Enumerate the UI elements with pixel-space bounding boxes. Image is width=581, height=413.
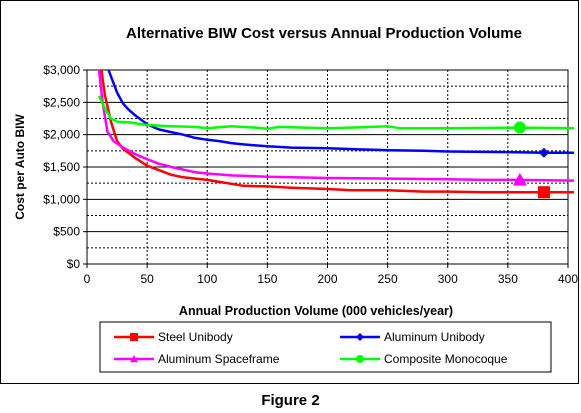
y-axis-label: Cost per Auto BIW (13, 114, 27, 220)
y-tick-label: $2,500 (43, 95, 80, 109)
legend-label: Composite Monocoque (384, 352, 508, 366)
legend-item: Aluminum Unibody (340, 330, 485, 344)
chart-title: Alternative BIW Cost versus Annual Produ… (126, 25, 522, 42)
legend-label: Aluminum Spaceframe (158, 352, 280, 366)
legend-item: Aluminum Spaceframe (114, 352, 280, 366)
y-tick-label: $2,000 (43, 128, 80, 142)
x-tick-label: 0 (84, 272, 91, 286)
legend: Steel Unibody Aluminum Unibody Aluminum Sp… (99, 321, 552, 373)
x-axis-label: Annual Production Volume (000 vehicles/y… (179, 304, 453, 318)
series-line (97, 95, 575, 131)
x-tick-label: 400 (558, 272, 578, 286)
chart-frame: Alternative BIW Cost versus Annual Produ… (0, 0, 579, 384)
x-tick-label: 150 (257, 272, 277, 286)
y-tick-label: $1,500 (43, 160, 80, 174)
legend-swatch-marker (356, 355, 364, 363)
legend-item: Steel Unibody (114, 330, 233, 344)
series-marker (513, 121, 526, 134)
series-aluminum-unibody (107, 69, 574, 158)
series-line (97, 69, 575, 182)
series-layer (97, 69, 575, 199)
series-marker (512, 172, 527, 186)
legend-swatch-marker (130, 355, 138, 363)
x-tick-label: 350 (498, 272, 518, 286)
series-composite-monocoque (97, 95, 575, 134)
x-tick-label: 50 (140, 272, 154, 286)
y-tick-label: $3,000 (43, 63, 80, 77)
x-tick-label: 200 (317, 272, 337, 286)
y-tick-label: $500 (53, 225, 80, 239)
figure-caption: Figure 2 (261, 392, 320, 409)
legend-box (99, 321, 552, 373)
y-axis-ticks: $0 $500 $1,000 $1,500 $2,000 $2,500 $3,000 (43, 63, 87, 271)
line-chart: Alternative BIW Cost versus Annual Produ… (13, 25, 578, 373)
grid-lines (86, 69, 569, 265)
x-tick-label: 300 (438, 272, 458, 286)
legend-swatch-marker (130, 333, 138, 341)
y-tick-label: $0 (67, 257, 81, 271)
legend-swatch-marker (356, 333, 364, 341)
series-line (107, 69, 574, 155)
legend-label: Aluminum Unibody (384, 330, 485, 344)
series-marker (538, 147, 549, 158)
x-tick-label: 100 (197, 272, 217, 286)
series-steel-unibody (100, 69, 574, 199)
x-axis-ticks: 0 50 100 150 200 250 300 350 400 (84, 264, 578, 286)
x-tick-label: 250 (378, 272, 398, 286)
series-aluminum-spaceframe (97, 69, 575, 186)
series-marker (537, 186, 550, 199)
legend-item: Composite Monocoque (340, 352, 508, 366)
y-tick-label: $1,000 (43, 192, 80, 206)
series-line (100, 69, 574, 194)
legend-label: Steel Unibody (158, 330, 233, 344)
